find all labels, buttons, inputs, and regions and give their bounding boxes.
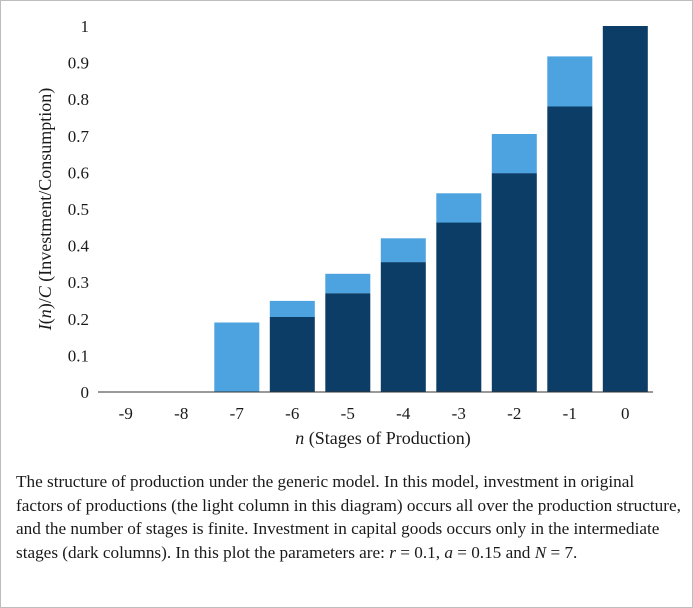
x-axis-label-italic: n bbox=[295, 428, 304, 448]
y-tick-label: 1 bbox=[81, 17, 90, 36]
bar-chart: 0 0.1 0.2 0.3 0.4 0.5 0.6 0.7 0.8 0.9 1 -9 -8 -7 -6 -5… bbox=[35, 17, 653, 449]
bar-light-stage--6 bbox=[269, 300, 315, 317]
x-tick-label: -4 bbox=[396, 404, 411, 423]
y-ticks-group: 0 0.1 0.2 0.3 0.4 0.5 0.6 0.7 0.8 0.9 1 bbox=[68, 17, 90, 402]
caption-text: The structure of production under the ge… bbox=[16, 472, 681, 562]
x-tick-label: 0 bbox=[621, 404, 630, 423]
y-tick-label: 0.3 bbox=[68, 273, 89, 292]
y-axis-label: I(n)/C (Investment/Consumption) bbox=[35, 88, 56, 332]
y-tick-label: 0.1 bbox=[68, 346, 89, 365]
x-ticks-group: -9 -8 -7 -6 -5 -4 -3 -2 -1 0 bbox=[119, 404, 630, 423]
y-axis-label-paren-close: )/ bbox=[35, 298, 56, 309]
x-tick-label: -7 bbox=[230, 404, 245, 423]
y-tick-label: 0.6 bbox=[68, 163, 89, 182]
bar-dark-stage--6 bbox=[269, 317, 315, 392]
bar-dark-stage--3 bbox=[436, 222, 482, 392]
bar-light-stage--7 bbox=[214, 322, 260, 392]
bar-light-stage--1 bbox=[547, 56, 593, 107]
x-tick-label: -8 bbox=[174, 404, 188, 423]
y-tick-label: 0 bbox=[81, 383, 90, 402]
y-axis-label-i: I bbox=[35, 323, 55, 331]
caption-r-value: = 0.1, bbox=[395, 542, 445, 562]
x-axis-label: n (Stages of Production) bbox=[295, 428, 470, 449]
bar-light-stage--5 bbox=[325, 273, 371, 294]
bar-dark-stage-0 bbox=[602, 26, 648, 392]
caption-a-value: = 0.15 and bbox=[452, 542, 535, 562]
y-axis-label-rest: (Investment/Consumption) bbox=[35, 88, 56, 286]
y-axis-label-n: n bbox=[35, 309, 55, 318]
y-tick-label: 0.7 bbox=[68, 127, 90, 146]
x-tick-label: -2 bbox=[507, 404, 521, 423]
y-axis-label-paren-open: ( bbox=[35, 318, 56, 324]
y-tick-label: 0.8 bbox=[68, 90, 89, 109]
bar-light-stage--3 bbox=[436, 193, 482, 223]
bar-dark-stage--2 bbox=[491, 173, 537, 392]
figure-caption: The structure of production under the ge… bbox=[16, 470, 684, 564]
y-axis-label-c: C bbox=[35, 285, 55, 298]
bar-light-stage--4 bbox=[380, 238, 426, 263]
caption-n-value: = 7. bbox=[546, 542, 578, 562]
y-tick-label: 0.5 bbox=[68, 200, 89, 219]
bar-dark-stage--1 bbox=[547, 106, 593, 392]
bars-group bbox=[214, 26, 648, 392]
x-tick-label: -3 bbox=[452, 404, 466, 423]
x-tick-label: -6 bbox=[285, 404, 299, 423]
y-tick-label: 0.4 bbox=[68, 237, 90, 256]
caption-n-symbol: N bbox=[534, 542, 547, 562]
y-tick-label: 0.2 bbox=[68, 310, 89, 329]
x-tick-label: -1 bbox=[563, 404, 577, 423]
bar-dark-stage--5 bbox=[325, 293, 371, 392]
x-tick-label: -9 bbox=[119, 404, 133, 423]
x-tick-label: -5 bbox=[341, 404, 355, 423]
bar-dark-stage--4 bbox=[380, 262, 426, 392]
caption-a-symbol: a bbox=[444, 542, 453, 562]
bar-light-stage--2 bbox=[491, 134, 537, 174]
caption-r-symbol: r bbox=[389, 542, 396, 562]
y-tick-label: 0.9 bbox=[68, 54, 89, 73]
x-axis-label-rest: (Stages of Production) bbox=[304, 428, 470, 449]
